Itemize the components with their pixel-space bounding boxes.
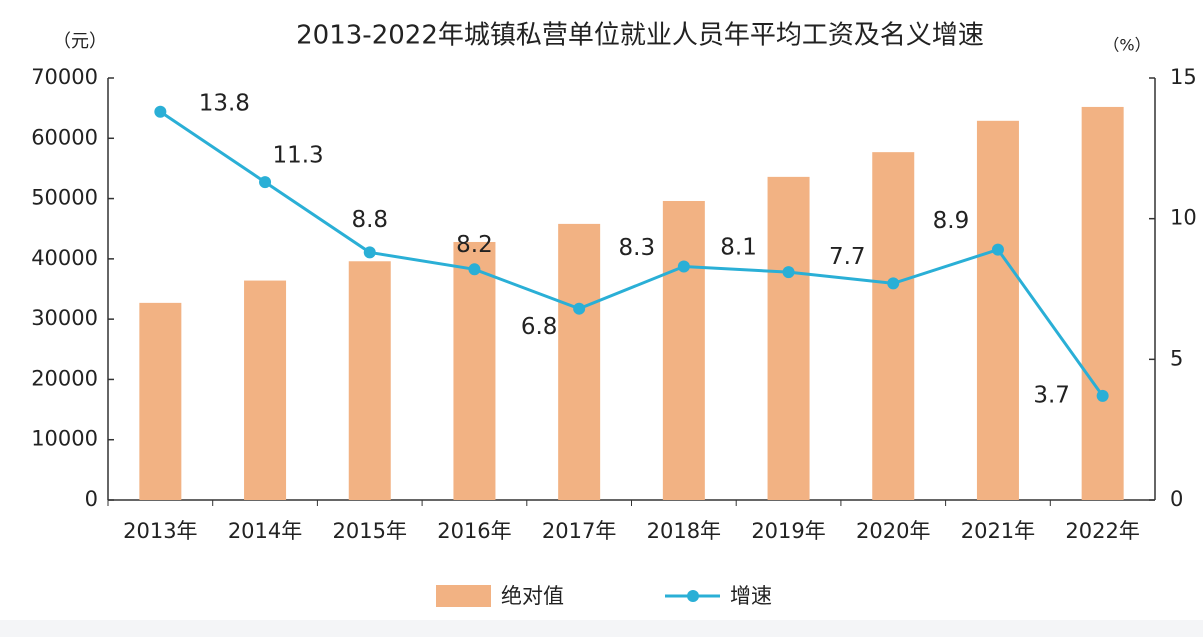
point [782, 266, 795, 279]
x-tick-label: 2021年 [961, 519, 1035, 543]
y-tick-label: 20000 [31, 366, 98, 390]
bar [976, 120, 1019, 500]
value-label: 6.8 [521, 314, 558, 340]
footer-strip [0, 620, 1203, 637]
value-label: 8.2 [456, 232, 493, 258]
bar [348, 261, 391, 500]
x-tick-label: 2016年 [437, 519, 511, 543]
bar [1081, 106, 1124, 501]
point [1096, 389, 1109, 402]
y-tick-label: 30000 [31, 306, 98, 330]
y-tick-label: 70000 [31, 65, 98, 89]
legend-label: 绝对值 [501, 584, 564, 608]
x-tick-label: 2013年 [123, 519, 197, 543]
value-label: 7.7 [829, 244, 866, 270]
x-tick-label: 2018年 [647, 519, 721, 543]
y2-tick-label: 0 [1170, 487, 1183, 511]
value-label: 13.8 [199, 90, 250, 116]
value-label: 8.9 [933, 208, 970, 234]
y2-tick-label: 5 [1170, 346, 1183, 370]
chart-title: 2013-2022年城镇私营单位就业人员年平均工资及名义增速 [296, 21, 984, 51]
y-tick-label: 40000 [31, 246, 98, 270]
x-tick-label: 2020年 [856, 519, 930, 543]
value-label: 8.1 [720, 235, 757, 261]
legend-swatch [436, 585, 491, 607]
legend-swatch-dot [687, 590, 699, 602]
point [573, 302, 586, 315]
bar [662, 200, 705, 501]
bar [244, 280, 287, 500]
bar [767, 176, 810, 500]
y2-tick-label: 15 [1170, 65, 1197, 89]
x-tick-label: 2015年 [333, 519, 407, 543]
y2-unit: （%） [1103, 36, 1150, 55]
x-tick-label: 2019年 [751, 519, 825, 543]
point [991, 243, 1004, 256]
y-tick-label: 0 [85, 487, 98, 511]
x-tick-label: 2017年 [542, 519, 616, 543]
line [159, 110, 1104, 397]
legend-label: 增速 [730, 584, 772, 608]
x-tick-label: 2022年 [1065, 519, 1139, 543]
point [363, 246, 376, 259]
bar [139, 302, 182, 500]
value-label: 8.8 [351, 207, 388, 233]
value-label: 3.7 [1033, 382, 1070, 408]
bar [872, 152, 915, 500]
point [259, 176, 272, 189]
bar [453, 241, 496, 500]
y2-tick-label: 10 [1170, 206, 1197, 230]
value-label: 11.3 [272, 143, 323, 169]
value-label: 8.3 [619, 235, 656, 261]
x-tick-label: 2014年 [228, 519, 302, 543]
y-tick-label: 50000 [31, 186, 98, 210]
y-tick-label: 60000 [31, 125, 98, 149]
y-unit: （元） [53, 31, 107, 52]
point [677, 260, 690, 273]
point [154, 105, 167, 118]
bar [558, 223, 601, 501]
point [887, 277, 900, 290]
point [468, 263, 481, 276]
y-tick-label: 10000 [31, 427, 98, 451]
